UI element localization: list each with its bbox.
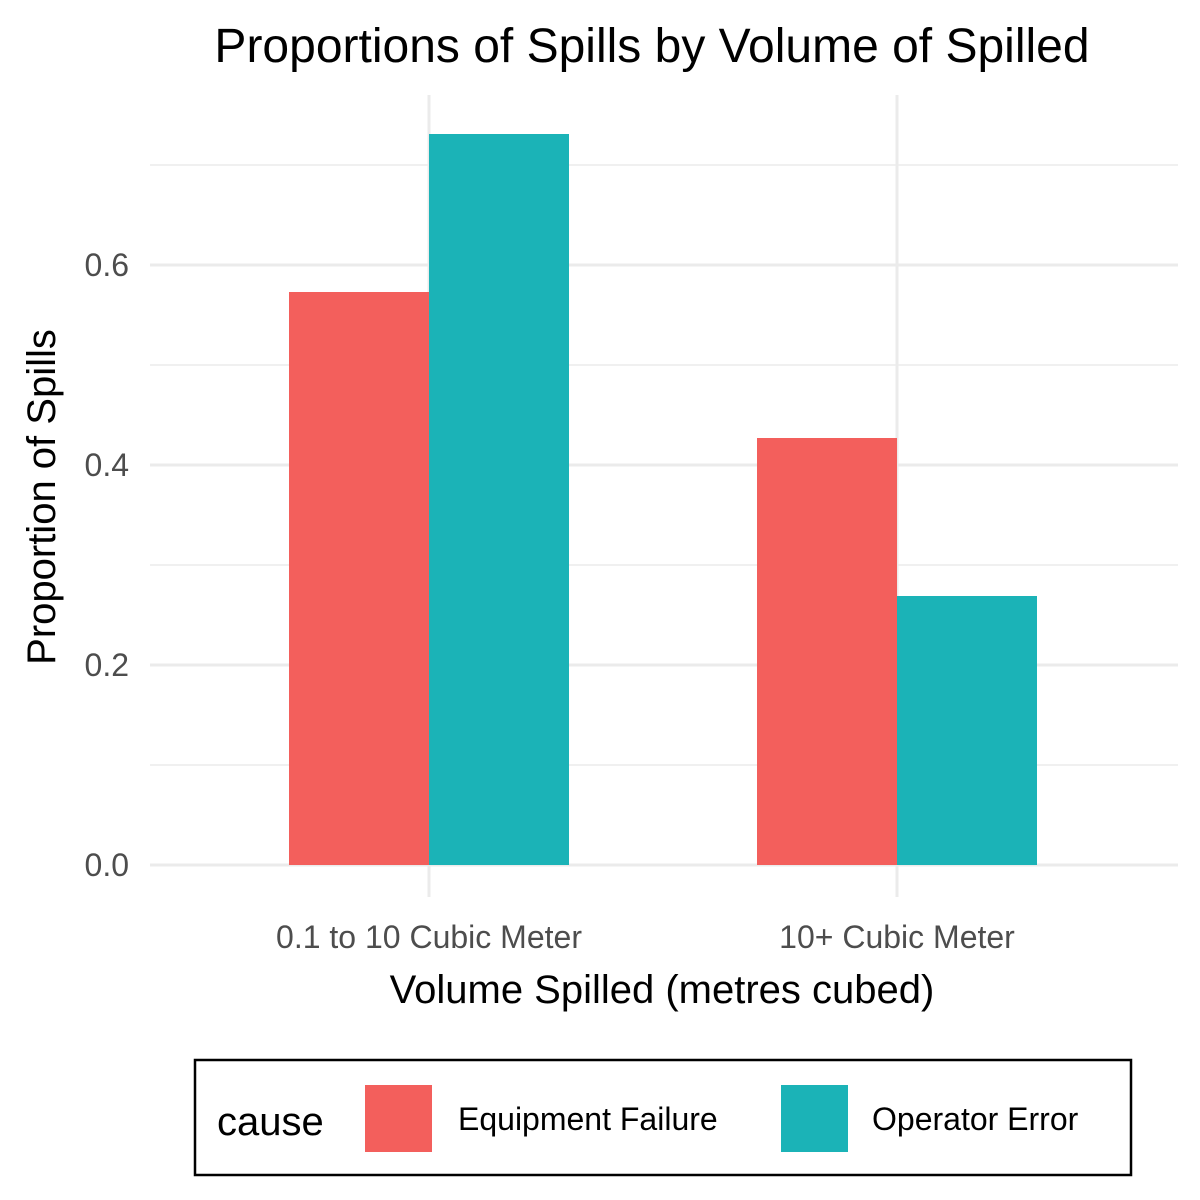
- bar-1-1: [897, 596, 1037, 865]
- legend-title: cause: [217, 1100, 324, 1144]
- legend: cause Equipment Failure Operator Error: [193, 1058, 1133, 1177]
- y-tick-label: 0.0: [85, 847, 129, 883]
- legend-frame: [193, 1058, 1133, 1177]
- chart-title: Proportions of Spills by Volume of Spill…: [214, 20, 1089, 73]
- legend-label-0: Equipment Failure: [458, 1101, 718, 1137]
- bar-1-0: [429, 134, 569, 865]
- x-tick-label: 10+ Cubic Meter: [779, 919, 1015, 955]
- legend-items: Equipment Failure Operator Error: [365, 1085, 1079, 1152]
- x-axis-ticks: 0.1 to 10 Cubic Meter 10+ Cubic Meter: [276, 919, 1015, 955]
- bar-0-1: [757, 438, 897, 865]
- legend-label-1: Operator Error: [872, 1101, 1079, 1137]
- y-tick-label: 0.6: [85, 247, 129, 283]
- y-tick-label: 0.2: [85, 647, 129, 683]
- y-axis-title: Proportion of Spills: [20, 329, 64, 665]
- y-tick-label: 0.4: [85, 447, 129, 483]
- legend-key-1: [781, 1085, 848, 1152]
- x-axis-title: Volume Spilled (metres cubed): [390, 968, 935, 1012]
- bars: [289, 134, 1037, 865]
- bar-0-0: [289, 292, 429, 865]
- x-tick-label: 0.1 to 10 Cubic Meter: [276, 919, 582, 955]
- y-axis-ticks: 0.0 0.2 0.4 0.6: [85, 247, 129, 883]
- legend-key-0: [365, 1085, 432, 1152]
